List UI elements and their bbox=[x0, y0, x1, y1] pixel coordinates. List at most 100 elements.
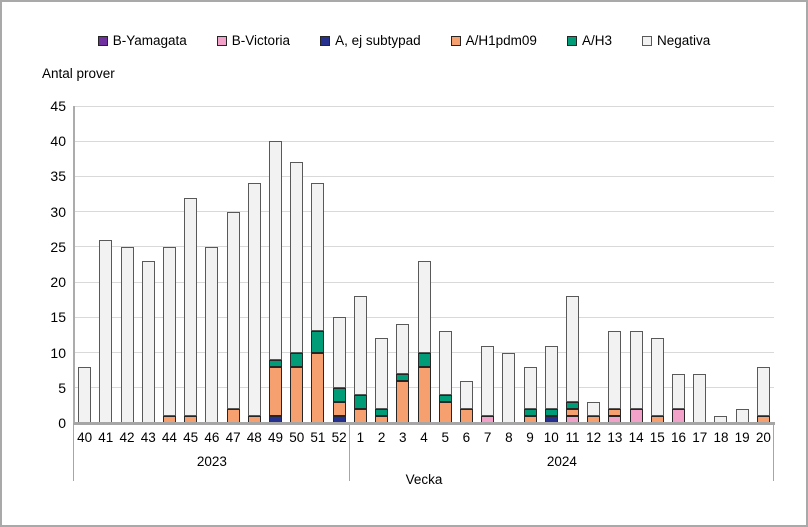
x-tick-label: 47 bbox=[225, 430, 241, 445]
legend-swatch-icon bbox=[320, 35, 331, 46]
bar-segment-a-h3 bbox=[565, 401, 579, 409]
x-tick-label: 51 bbox=[310, 430, 326, 445]
x-tick-label: 19 bbox=[734, 430, 750, 445]
x-tick-label: 7 bbox=[483, 430, 492, 445]
y-tick-label: 45 bbox=[50, 98, 66, 114]
x-tick-label: 8 bbox=[505, 430, 513, 445]
bar-segment-a-h3 bbox=[438, 394, 452, 402]
chart-legend: B-Yamagata B-Victoria A, ej subtypad A/H1pd… bbox=[2, 33, 806, 48]
x-tick-label: 45 bbox=[183, 430, 199, 445]
bar-segment-a-h3 bbox=[311, 331, 325, 353]
x-tick-label: 14 bbox=[628, 430, 644, 445]
legend-swatch-icon bbox=[641, 35, 652, 46]
bar-segment-negativa bbox=[120, 246, 134, 423]
legend-swatch-icon bbox=[216, 35, 227, 46]
bar-segment-a-h1pdm09 bbox=[438, 401, 452, 423]
bar-segment-negativa bbox=[565, 296, 579, 402]
legend-item: B-Victoria bbox=[216, 33, 290, 48]
x-tick-label: 5 bbox=[441, 430, 449, 445]
x-tick-label: 11 bbox=[565, 430, 580, 445]
bar-segment-negativa bbox=[544, 345, 558, 409]
x-tick-label: 6 bbox=[462, 430, 471, 445]
bar-segment-negativa bbox=[226, 211, 240, 409]
gridline bbox=[74, 140, 774, 142]
bar-segment-negativa bbox=[417, 260, 431, 353]
bar-segment-a-h3 bbox=[353, 394, 367, 409]
gridline bbox=[74, 105, 774, 107]
legend-item: A/H1pdm09 bbox=[450, 33, 537, 48]
x-tick-label: 3 bbox=[399, 430, 407, 445]
bar-segment-negativa bbox=[481, 345, 495, 416]
legend-swatch-icon bbox=[97, 35, 108, 46]
x-tick-label: 13 bbox=[607, 430, 623, 445]
bar-segment-negativa bbox=[99, 239, 113, 423]
bar-segment-negativa bbox=[184, 197, 198, 416]
bar-segment-a-h1pdm09 bbox=[290, 366, 304, 423]
x-tick-label: 49 bbox=[267, 430, 284, 445]
y-tick-label: 10 bbox=[50, 344, 66, 361]
y-axis-line bbox=[73, 106, 75, 423]
bar-segment-negativa bbox=[247, 183, 261, 416]
bar-segment-negativa bbox=[629, 331, 643, 409]
bar-segment-negativa bbox=[650, 338, 664, 416]
bar-segment-a-h3 bbox=[544, 408, 558, 416]
axis-group-separator bbox=[348, 423, 350, 481]
x-tick-label: 10 bbox=[543, 430, 559, 445]
axis-group-separator bbox=[773, 423, 774, 481]
bar-segment-a-h1pdm09 bbox=[332, 401, 346, 416]
gridline bbox=[74, 175, 774, 177]
bar-segment-negativa bbox=[290, 162, 304, 353]
bar-segment-a-h3 bbox=[396, 373, 410, 381]
y-axis-title: Antal prover bbox=[42, 66, 115, 81]
legend-swatch-icon bbox=[566, 35, 577, 46]
x-tick-label: 44 bbox=[161, 430, 177, 445]
legend-swatch-icon bbox=[450, 35, 461, 46]
bar-segment-negativa bbox=[269, 141, 282, 360]
y-tick-label: 20 bbox=[50, 274, 66, 291]
bar-segment-negativa bbox=[523, 366, 537, 409]
bar-segment-negativa bbox=[311, 183, 325, 332]
legend-item: B-Yamagata bbox=[97, 33, 187, 48]
bar-segment-a-h3 bbox=[523, 408, 537, 416]
legend-item: A/H3 bbox=[566, 33, 612, 48]
bar-segment-a-h3 bbox=[375, 408, 389, 416]
legend-label: Negativa bbox=[656, 33, 711, 48]
legend-item: Negativa bbox=[641, 33, 711, 48]
x-tick-label: 20 bbox=[755, 430, 771, 445]
x-tick-label: 15 bbox=[649, 430, 665, 445]
y-tick-label: 30 bbox=[50, 203, 66, 220]
bar-segment-a-h1pdm09 bbox=[608, 408, 622, 416]
bar-segment-a-h1pdm09 bbox=[396, 380, 410, 423]
bar-segment-a-h3 bbox=[290, 352, 304, 367]
y-tick-label: 0 bbox=[58, 415, 66, 431]
y-tick-label: 25 bbox=[50, 238, 66, 255]
bar-segment-negativa bbox=[353, 296, 367, 395]
y-tick-label: 35 bbox=[50, 168, 66, 185]
x-tick-label: 52 bbox=[331, 430, 347, 445]
bar-segment-a-h3 bbox=[269, 359, 282, 367]
x-tick-label: 16 bbox=[671, 430, 687, 445]
x-tick-label: 40 bbox=[77, 430, 93, 445]
bar-segment-negativa bbox=[693, 373, 707, 423]
legend-label: A, ej subtypad bbox=[335, 33, 421, 48]
x-axis-title: Vecka bbox=[405, 472, 443, 487]
axis-group-separator bbox=[73, 423, 74, 481]
bar-segment-negativa bbox=[608, 331, 622, 409]
x-tick-label: 4 bbox=[420, 430, 428, 445]
y-tick-label: 5 bbox=[58, 379, 66, 396]
x-tick-label: 41 bbox=[98, 430, 114, 445]
axis-year-label: 2024 bbox=[546, 454, 577, 469]
x-tick-label: 1 bbox=[356, 430, 365, 445]
x-axis-line bbox=[74, 421, 775, 425]
bar-segment-negativa bbox=[332, 317, 346, 388]
bar-segment-negativa bbox=[587, 401, 601, 416]
x-tick-label: 42 bbox=[119, 430, 135, 445]
gridline bbox=[74, 246, 774, 248]
x-tick-label: 9 bbox=[526, 430, 534, 445]
bar-segment-a-h1pdm09 bbox=[417, 366, 431, 423]
legend-label: B-Yamagata bbox=[112, 33, 187, 48]
x-tick-label: 48 bbox=[246, 430, 262, 445]
x-tick-label: 12 bbox=[586, 430, 602, 445]
legend-label: A/H1pdm09 bbox=[465, 33, 537, 48]
